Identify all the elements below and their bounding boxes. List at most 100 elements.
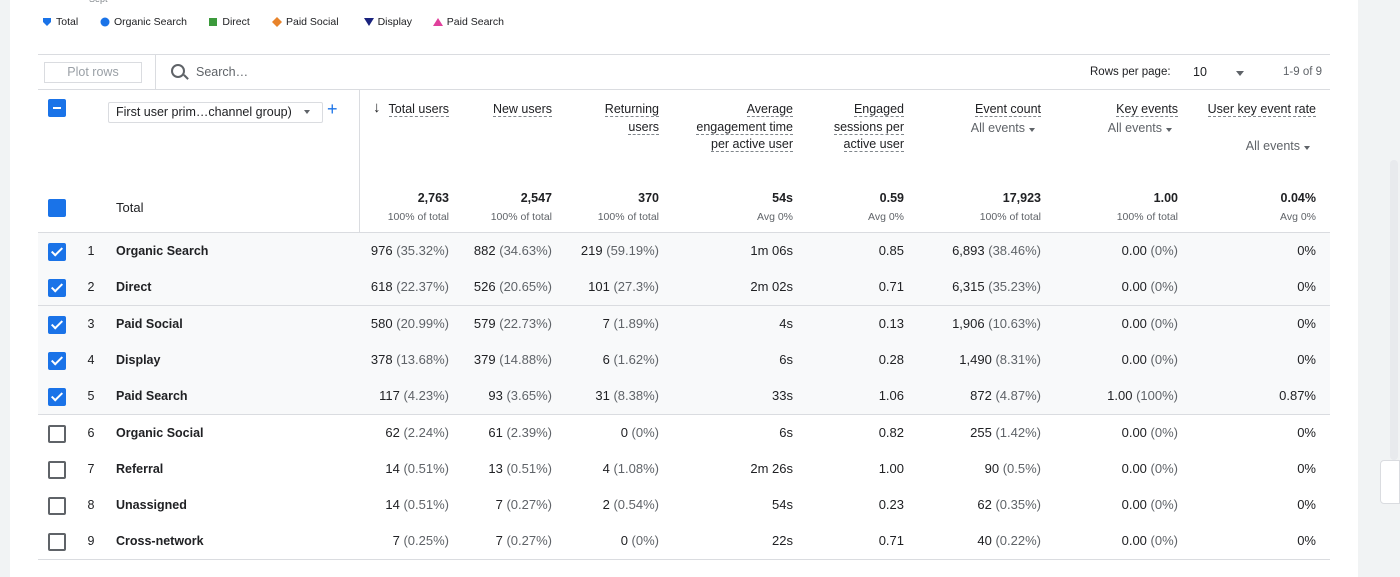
row-checkbox[interactable] xyxy=(48,351,66,370)
metric-value: 7 xyxy=(392,533,400,549)
search-icon xyxy=(171,64,185,78)
column-header[interactable]: Event count xyxy=(941,101,1041,119)
total-label: Total xyxy=(116,200,144,215)
row-name[interactable]: Direct xyxy=(116,280,152,295)
metric-share: (0.51%) xyxy=(403,497,449,513)
metric-cell: 7 (0.25%) xyxy=(319,533,449,548)
row-checkbox[interactable] xyxy=(48,243,66,261)
metric-cell: 7 (0.27%) xyxy=(422,497,552,512)
column-header[interactable]: User key event rate xyxy=(1206,101,1316,119)
total-value: 2,547 xyxy=(520,191,552,205)
row-checkbox[interactable] xyxy=(48,315,66,334)
row-name[interactable]: Unassigned xyxy=(116,498,187,513)
row-background xyxy=(38,269,1330,307)
column-header[interactable]: Total users xyxy=(369,101,449,119)
metric-cell: 0.13 xyxy=(878,315,904,331)
row-name[interactable]: Paid Search xyxy=(116,389,188,404)
metric-cell: 0.00 (0%) xyxy=(1048,243,1178,258)
legend-item[interactable]: Direct xyxy=(208,16,250,28)
legend-item[interactable]: Paid Search xyxy=(432,16,504,28)
metric-cell: 4s xyxy=(779,315,793,331)
metric-filter[interactable]: All events xyxy=(925,121,1025,135)
row-checkbox[interactable] xyxy=(48,497,66,516)
row-checkbox[interactable] xyxy=(48,460,66,479)
total-checkbox[interactable] xyxy=(48,199,66,217)
plot-rows-button[interactable]: Plot rows xyxy=(44,62,142,83)
row-name[interactable]: Cross-network xyxy=(116,534,204,549)
metric-value: 0 xyxy=(620,533,628,549)
metric-cell: 976 (35.32%) xyxy=(319,243,449,258)
row-checkbox[interactable] xyxy=(48,388,66,407)
legend-icon xyxy=(100,17,110,27)
metric-share: (1.42%) xyxy=(995,424,1041,440)
metric-filter[interactable]: All events xyxy=(1190,139,1300,153)
column-header[interactable]: Average engagement time per active user xyxy=(693,101,793,154)
metric-value: 7 xyxy=(495,497,503,513)
column-header[interactable]: New users xyxy=(462,101,552,119)
row-name[interactable]: Organic Search xyxy=(116,244,209,258)
metric-cell: 0.00 (0%) xyxy=(1048,533,1178,548)
row-name[interactable]: Display xyxy=(116,352,161,367)
metric-cell: 90 (0.5%) xyxy=(911,461,1041,476)
metric-share: (0.25%) xyxy=(403,533,449,549)
metric-share: (0.51%) xyxy=(506,460,552,476)
column-name: Engaged sessions per active user xyxy=(833,102,904,152)
legend-item[interactable]: Total xyxy=(42,16,78,28)
metric-value: 14 xyxy=(385,497,400,513)
metric-value: 219 xyxy=(580,243,603,258)
total-subtext: Avg 0% xyxy=(757,211,793,223)
row-checkbox[interactable] xyxy=(48,424,66,443)
metric-value: 618 xyxy=(370,279,393,295)
rows-per-page-select[interactable]: 10 xyxy=(1193,65,1207,79)
add-dimension[interactable]: + xyxy=(327,99,338,119)
total-value: 0.59 xyxy=(879,191,904,205)
metric-share: (0%) xyxy=(1150,315,1178,331)
dropdown-arrow xyxy=(304,110,310,114)
dimension-select[interactable]: First user prim…channel group) xyxy=(108,102,323,123)
filter-label: All events xyxy=(1245,139,1300,153)
metric-cell: 0.00 (0%) xyxy=(1048,352,1178,367)
legend-item[interactable]: Display xyxy=(363,16,412,28)
search-input[interactable]: Search… xyxy=(196,65,249,79)
metric-cell: 0% xyxy=(1297,460,1316,476)
metric-value: 14 xyxy=(385,460,400,476)
row-name[interactable]: Referral xyxy=(116,461,164,476)
column-header[interactable]: Returning users xyxy=(579,101,659,136)
column-header[interactable]: Engaged sessions per active user xyxy=(814,101,904,154)
legend-item[interactable]: Organic Search xyxy=(100,16,187,28)
metric-filter[interactable]: All events xyxy=(1062,121,1162,135)
row-name[interactable]: Paid Social xyxy=(116,316,183,331)
metric-share: (10.63%) xyxy=(988,315,1041,331)
select-all-checkbox[interactable] xyxy=(48,99,66,117)
column-header[interactable]: Key events xyxy=(1078,101,1178,119)
check xyxy=(50,353,64,366)
legend-icon xyxy=(209,18,218,26)
side-widget[interactable] xyxy=(1380,460,1400,504)
metric-cell: 13 (0.51%) xyxy=(422,461,552,476)
total-subtext: Avg 0% xyxy=(868,211,904,223)
pagination-range: 1-9 of 9 xyxy=(1283,66,1322,78)
metric-value: 6 xyxy=(602,351,610,367)
column-name: Key events xyxy=(1116,102,1178,117)
metric-share: (0.51%) xyxy=(403,460,449,476)
metric-share: (4.87%) xyxy=(995,388,1041,404)
total-value: 54s xyxy=(772,191,793,205)
metric-share: (0%) xyxy=(1150,351,1178,367)
row-name[interactable]: Organic Social xyxy=(116,425,204,440)
metric-cell: 1.06 xyxy=(878,388,904,404)
metric-value: 882 xyxy=(473,243,496,258)
rows-per-page-label: Rows per page: xyxy=(1090,66,1171,78)
metric-cell: 14 (0.51%) xyxy=(319,461,449,476)
metric-cell: 117 (4.23%) xyxy=(319,388,449,403)
metric-cell: 61 (2.39%) xyxy=(422,425,552,440)
row-checkbox[interactable] xyxy=(48,279,66,298)
metric-cell: 40 (0.22%) xyxy=(911,533,1041,548)
metric-share: (2.24%) xyxy=(403,424,449,440)
divider xyxy=(38,54,1330,55)
metric-cell: 872 (4.87%) xyxy=(911,388,1041,403)
metric-value: 526 xyxy=(473,279,496,295)
legend-icon xyxy=(43,18,51,26)
legend-item[interactable]: Paid Social xyxy=(272,16,339,28)
metric-cell: 526 (20.65%) xyxy=(422,279,552,294)
row-checkbox[interactable] xyxy=(48,533,66,552)
